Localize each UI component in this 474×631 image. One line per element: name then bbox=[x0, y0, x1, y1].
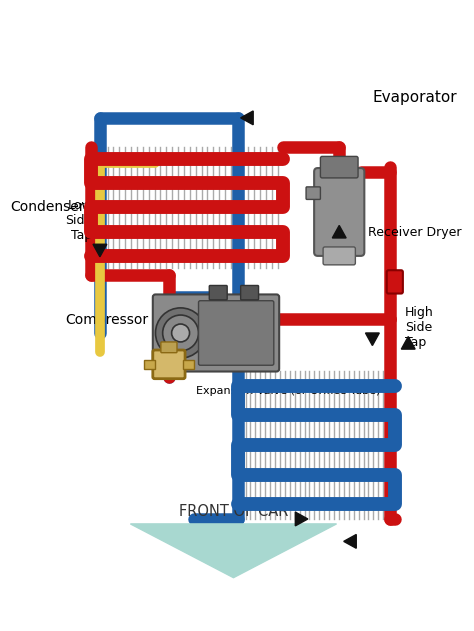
Text: Condenser: Condenser bbox=[10, 201, 85, 215]
FancyBboxPatch shape bbox=[314, 168, 365, 256]
Text: Compressor: Compressor bbox=[65, 312, 148, 326]
FancyBboxPatch shape bbox=[306, 187, 320, 199]
FancyBboxPatch shape bbox=[144, 360, 155, 369]
Text: Receiver Dryer: Receiver Dryer bbox=[368, 226, 461, 239]
Circle shape bbox=[163, 315, 199, 351]
Text: High
Side
Tap: High Side Tap bbox=[405, 306, 433, 349]
Polygon shape bbox=[93, 244, 107, 257]
FancyBboxPatch shape bbox=[320, 156, 358, 178]
FancyBboxPatch shape bbox=[387, 270, 403, 293]
Text: FRONT OF CAR: FRONT OF CAR bbox=[179, 504, 288, 519]
Text: Expansion Valve (or Orifice Tube): Expansion Valve (or Orifice Tube) bbox=[196, 386, 380, 396]
Polygon shape bbox=[401, 336, 415, 349]
FancyBboxPatch shape bbox=[153, 295, 279, 372]
Polygon shape bbox=[241, 111, 253, 125]
FancyBboxPatch shape bbox=[209, 285, 227, 300]
Text: Evaporator: Evaporator bbox=[373, 90, 457, 105]
FancyBboxPatch shape bbox=[161, 342, 177, 353]
Polygon shape bbox=[295, 512, 308, 526]
Polygon shape bbox=[344, 534, 356, 548]
Polygon shape bbox=[365, 333, 379, 346]
Polygon shape bbox=[130, 524, 337, 577]
Text: Low
Side
Tap: Low Side Tap bbox=[65, 199, 93, 242]
Circle shape bbox=[155, 308, 206, 358]
Circle shape bbox=[172, 324, 190, 342]
FancyBboxPatch shape bbox=[241, 285, 258, 300]
FancyBboxPatch shape bbox=[183, 360, 194, 369]
FancyBboxPatch shape bbox=[153, 350, 185, 379]
FancyBboxPatch shape bbox=[323, 247, 356, 265]
Polygon shape bbox=[332, 225, 346, 238]
FancyBboxPatch shape bbox=[199, 301, 274, 365]
